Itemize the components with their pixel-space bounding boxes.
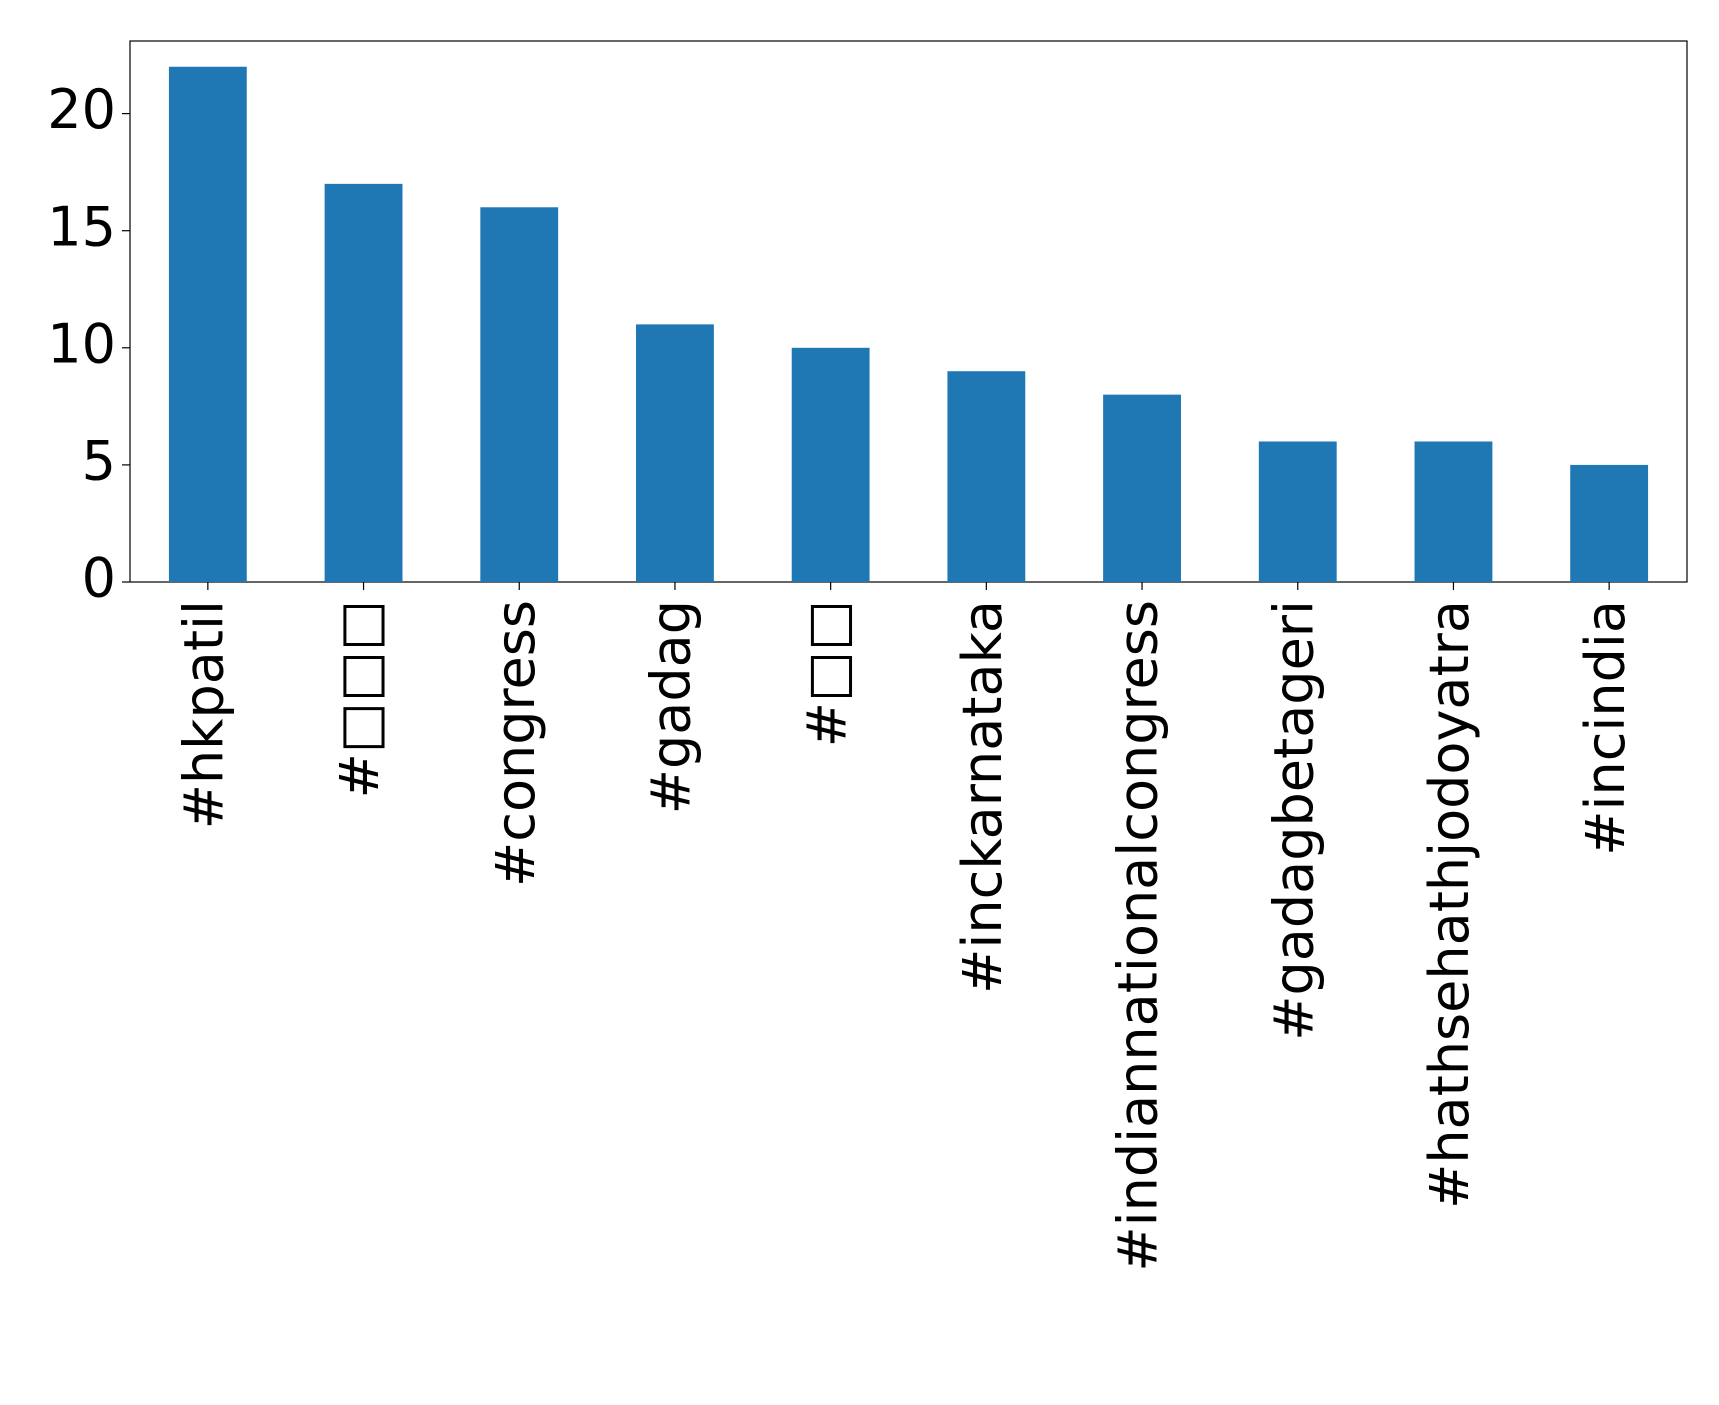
y-tick-label: 5 xyxy=(82,430,116,493)
y-tick-label: 0 xyxy=(82,547,116,610)
y-tick-label: 15 xyxy=(47,195,116,258)
bar xyxy=(1414,441,1493,582)
x-tick-label: #incindia xyxy=(1574,600,1637,856)
x-tick-label: #hathsehathjodoyatra xyxy=(1418,600,1481,1209)
y-tick-label: 10 xyxy=(47,312,116,375)
x-tick-label: #hkpatil xyxy=(172,600,235,829)
x-tick-label: #indiannationalcongress xyxy=(1107,600,1170,1272)
x-tick-label: #gadag xyxy=(640,600,703,814)
bar xyxy=(791,347,870,582)
bar xyxy=(1103,394,1181,582)
bar xyxy=(947,371,1026,582)
plot-frame xyxy=(129,40,1688,583)
bar xyxy=(1570,464,1649,582)
x-tick-label: #□□ xyxy=(795,600,858,747)
x-tick-label: #gadagbetageri xyxy=(1262,600,1325,1041)
x-tick-label: #□□□ xyxy=(328,600,391,798)
bar xyxy=(636,324,714,582)
bar xyxy=(480,207,559,583)
bar xyxy=(168,66,247,582)
bar xyxy=(324,183,403,583)
x-tick-label: #congress xyxy=(484,600,547,887)
x-tick-label: #inckarnataka xyxy=(951,600,1014,994)
bar xyxy=(1258,441,1337,582)
y-tick-label: 20 xyxy=(47,78,116,141)
